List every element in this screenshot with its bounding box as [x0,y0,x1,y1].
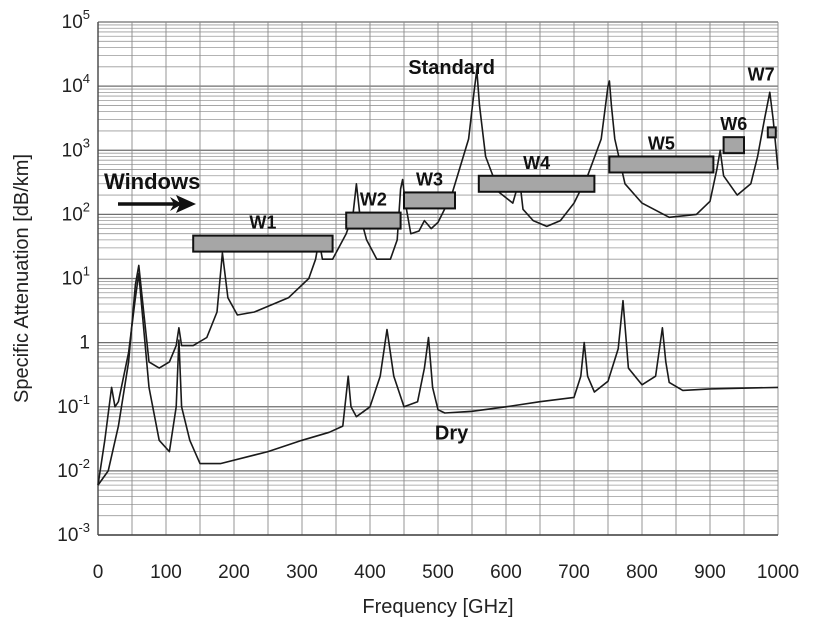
x-tick-label: 600 [490,562,522,583]
window-w7-bar [766,126,777,139]
axes: 0 100 200 300 400 500 600 700 800 900 1000 105 104 10… [11,7,799,618]
x-tick-label: 1000 [757,562,799,583]
window-w4-bar [477,174,596,193]
labels: Standard Dry W1 W2 W3 W4 W5 W6 W7 Windows [104,57,775,444]
x-tick-label: 200 [218,562,250,583]
series-label-dry: Dry [435,422,469,444]
window-w3-label: W3 [416,169,443,189]
y-tick-label: 102 [62,199,90,225]
window-w1-bar [192,234,334,253]
window-w5-label: W5 [648,133,675,153]
x-tick-label: 900 [694,562,726,583]
window-w4-label: W4 [523,153,550,173]
x-tick-label: 800 [626,562,658,583]
x-tick-label: 400 [354,562,386,583]
windows-arrow-head [170,195,196,213]
windows-annotation: Windows [104,169,200,194]
x-tick-label: 500 [422,562,454,583]
y-tick-label: 10-1 [57,392,90,418]
window-w7-label: W7 [748,64,775,84]
x-axis-title: Frequency [GHz] [362,596,513,618]
window-w2-bar [345,211,402,230]
x-tick-label: 0 [93,562,104,583]
window-w2-label: W2 [360,190,387,210]
x-tick-label: 100 [150,562,182,583]
series-label-standard: Standard [408,57,495,79]
window-w1-label: W1 [249,213,276,233]
x-tick-label: 300 [286,562,318,583]
grid [97,21,779,536]
window-w3-bar [403,191,456,210]
y-tick-label: 103 [62,135,90,161]
window-w5-bar [608,155,715,174]
series-lines [97,69,779,486]
y-tick-label: 105 [62,7,90,33]
x-tick-label: 700 [558,562,590,583]
y-tick-label: 104 [62,71,90,97]
y-axis-title: Specific Attenuation [dB/km] [11,154,33,403]
window-w6-bar [722,136,745,155]
series-line-dry [97,272,779,486]
y-tick-label: 10-3 [57,520,90,546]
y-tick-label: 1 [79,333,90,354]
windows [192,126,777,253]
window-w6-label: W6 [720,114,747,134]
series-line-standard [97,69,779,486]
y-tick-label: 101 [62,264,90,290]
y-tick-label: 10-2 [57,456,90,482]
